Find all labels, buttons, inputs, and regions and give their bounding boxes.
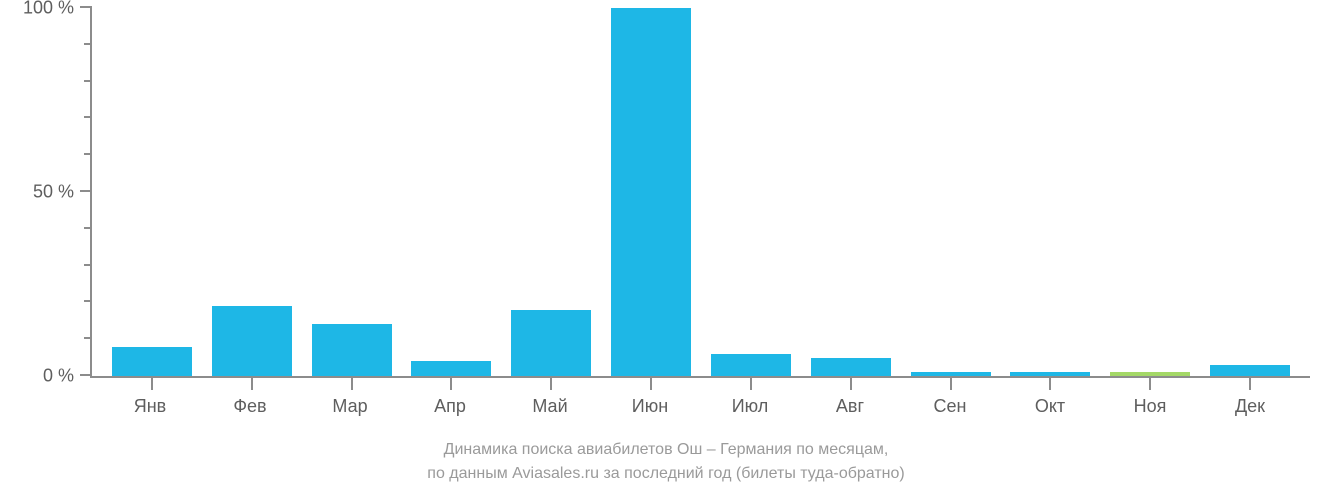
x-label-Фев: Фев [210, 396, 290, 417]
x-tick [850, 378, 852, 390]
x-tick [950, 378, 952, 390]
y-axis-label: 100 % [23, 0, 74, 19]
bar-Дек [1210, 365, 1290, 376]
x-tick [650, 378, 652, 390]
bar-Авг [811, 358, 891, 376]
bar-Июл [711, 354, 791, 376]
y-tick-minor [84, 300, 92, 302]
y-tick-major [80, 190, 92, 192]
y-tick-minor [84, 116, 92, 118]
bar-Июн [611, 8, 691, 376]
x-label-Май: Май [510, 396, 590, 417]
x-axis-ticks [92, 376, 1310, 390]
x-label-Июл: Июл [710, 396, 790, 417]
y-tick-major [80, 374, 92, 376]
x-tick [251, 378, 253, 390]
bar-Фев [212, 306, 292, 376]
y-tick-major [80, 6, 92, 8]
y-tick-minor [84, 43, 92, 45]
x-tick [450, 378, 452, 390]
bar-Апр [411, 361, 491, 376]
y-tick-minor [84, 264, 92, 266]
monthly-search-chart: 0 %50 %100 % ЯнвФевМарАпрМайИюнИюлАвгСен… [0, 0, 1332, 502]
caption-line-1: Динамика поиска авиабилетов Ош – Германи… [0, 438, 1332, 462]
y-tick-minor [84, 80, 92, 82]
bar-Янв [112, 347, 192, 376]
x-label-Ноя: Ноя [1110, 396, 1190, 417]
y-tick-minor [84, 337, 92, 339]
x-tick [1249, 378, 1251, 390]
bars-container [92, 8, 1310, 376]
x-label-Апр: Апр [410, 396, 490, 417]
bar-Май [511, 310, 591, 376]
x-label-Мар: Мар [310, 396, 390, 417]
y-axis-label: 0 % [43, 366, 74, 387]
x-label-Июн: Июн [610, 396, 690, 417]
x-tick [1149, 378, 1151, 390]
caption-line-2: по данным Aviasales.ru за последний год … [0, 462, 1332, 486]
x-tick [750, 378, 752, 390]
x-label-Авг: Авг [810, 396, 890, 417]
y-tick-minor [84, 153, 92, 155]
y-tick-minor [84, 227, 92, 229]
chart-caption: Динамика поиска авиабилетов Ош – Германи… [0, 438, 1332, 486]
x-label-Сен: Сен [910, 396, 990, 417]
x-tick [151, 378, 153, 390]
x-label-Окт: Окт [1010, 396, 1090, 417]
plot-area: 0 %50 %100 % [90, 8, 1310, 378]
x-tick [550, 378, 552, 390]
bar-Мар [312, 324, 392, 376]
x-tick [351, 378, 353, 390]
y-axis-label: 50 % [33, 182, 74, 203]
x-tick [1049, 378, 1051, 390]
x-label-Янв: Янв [110, 396, 190, 417]
x-axis-labels: Янв Фев Мар Апр Май Июн Июл Авг Сен Окт Ноя Дек [90, 396, 1310, 417]
x-label-Дек: Дек [1210, 396, 1290, 417]
